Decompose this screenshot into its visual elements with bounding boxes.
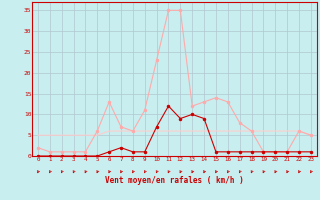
- X-axis label: Vent moyen/en rafales ( km/h ): Vent moyen/en rafales ( km/h ): [105, 176, 244, 185]
